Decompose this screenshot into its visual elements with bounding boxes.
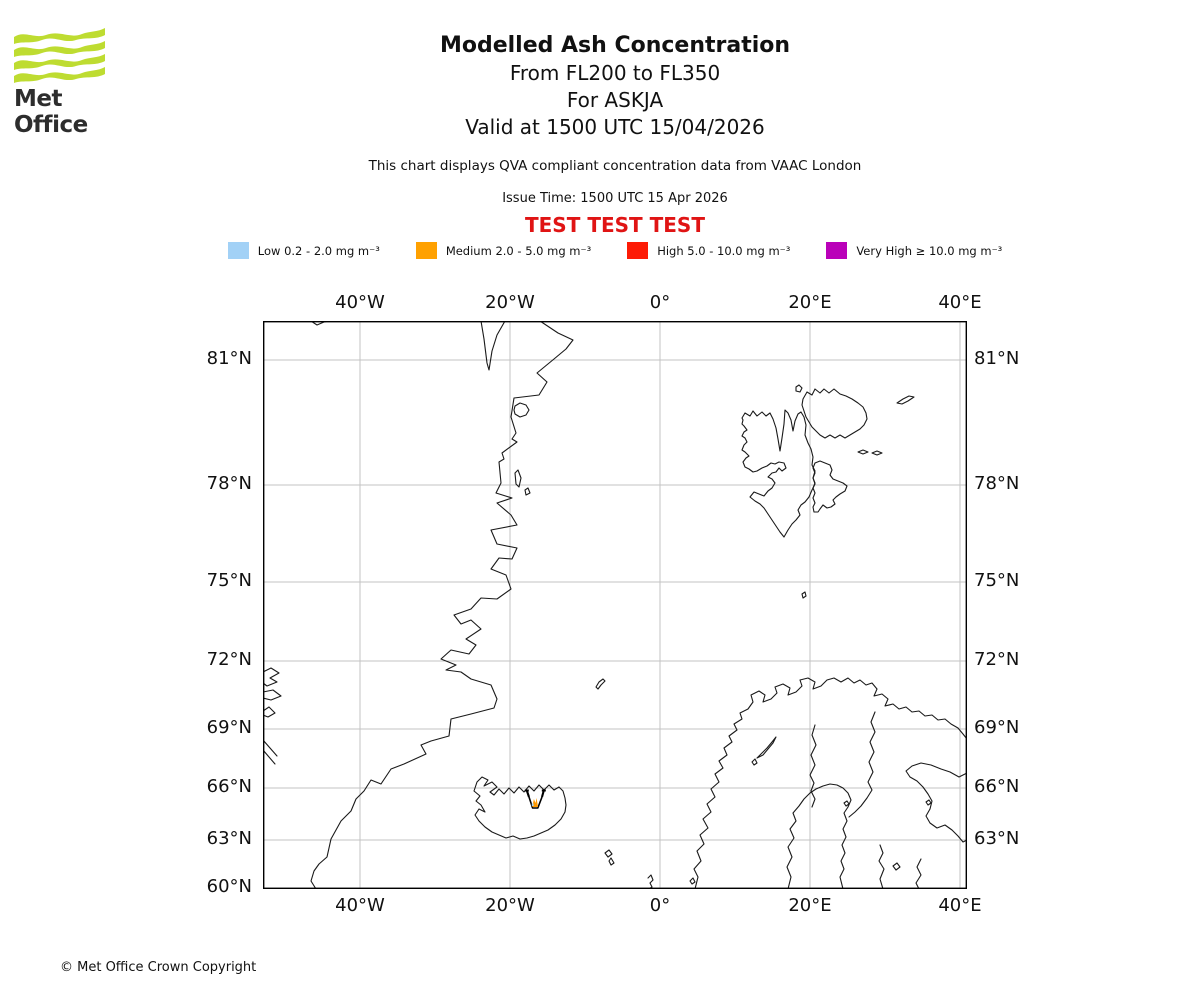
met-office-logo: Met Office	[14, 28, 134, 138]
volcano-flame	[532, 798, 538, 807]
qva-subtitle: This chart displays QVA compliant concen…	[368, 158, 862, 174]
issue-time: Issue Time: 1500 UTC 15 Apr 2026	[502, 191, 728, 206]
coastline-lofoten	[756, 736, 777, 759]
legend-color-patch	[227, 242, 249, 259]
title-block: Modelled Ash Concentration From FL200 to…	[263, 31, 967, 141]
coastline-spitsbergen	[741, 409, 816, 538]
coastline-gulf-of-bothnia	[786, 783, 852, 889]
tick-label: 0°	[649, 895, 671, 916]
legend-label: Low 0.2 - 2.0 mg m⁻³	[257, 243, 380, 258]
coastline-norway-south-islet	[689, 877, 696, 885]
legend-item: Medium 2.0 - 5.0 mg m⁻³	[415, 242, 592, 259]
volcano-name-line: For ASKJA	[566, 88, 664, 112]
map-border	[263, 321, 967, 889]
tick-label: 75°N	[974, 570, 1020, 591]
tick-label: 20°E	[788, 895, 832, 916]
coastline-layer	[263, 321, 967, 889]
map-canvas	[263, 321, 967, 889]
met-office-logo-text: Met Office	[14, 86, 88, 138]
coastline-bear-island	[801, 591, 807, 599]
coastline-kong-karls-land-2	[871, 450, 883, 456]
chart-title: Modelled Ash Concentration	[439, 33, 791, 58]
tick-label: 75°N	[206, 570, 252, 591]
tick-label: 20°W	[485, 895, 535, 916]
coastline-karelia-line-1	[878, 844, 885, 889]
coastline-greenland-west-inlet-1	[263, 667, 280, 687]
coastline-greenland-west-inlet-2	[263, 689, 282, 701]
volcano-flame-blue-dot	[531, 803, 534, 806]
tick-label: 40°E	[938, 895, 982, 916]
coastline-kvitoya	[896, 395, 915, 405]
tick-label: 60°N	[206, 876, 252, 897]
legend-item: Low 0.2 - 2.0 mg m⁻³	[227, 242, 380, 259]
tick-label: 66°N	[206, 776, 252, 797]
tick-label: 72°N	[974, 649, 1020, 670]
coastline-greenland-islet-1	[514, 469, 522, 488]
legend-item: High 5.0 - 10.0 mg m⁻³	[627, 242, 790, 259]
tick-label: 40°W	[335, 292, 385, 313]
legend-color-patch	[826, 242, 848, 259]
coastline-greenland-north-fjord	[480, 321, 506, 371]
coastline-greenland-west-inlet-3	[263, 706, 276, 718]
coastline-karelia-lake	[892, 862, 901, 871]
coastline-greenland-west-stroke-1	[263, 739, 278, 757]
coastline-norway-coast	[693, 677, 967, 889]
tick-label: 66°N	[974, 776, 1020, 797]
tick-label: 40°E	[938, 292, 982, 313]
coastline-greenland-east-coast	[310, 321, 574, 889]
tick-label: 72°N	[206, 649, 252, 670]
tick-label: 63°N	[206, 828, 252, 849]
tick-label: 81°N	[206, 348, 252, 369]
coastline-greenland-island	[513, 402, 530, 418]
coastline-greenland-west-stroke-2	[263, 749, 276, 765]
coastline-white-sea	[905, 762, 967, 843]
concentration-legend: Low 0.2 - 2.0 mg m⁻³ Medium 2.0 - 5.0 mg …	[227, 242, 1002, 259]
coastline-faroe-islands-2	[608, 857, 615, 866]
tick-label: 0°	[649, 292, 671, 313]
tick-label: 69°N	[206, 717, 252, 738]
flight-level-range: From FL200 to FL350	[509, 61, 721, 85]
coastline-shetland	[647, 874, 654, 889]
coastline-jan-mayen	[595, 678, 606, 690]
legend-label: Medium 2.0 - 5.0 mg m⁻³	[445, 243, 592, 258]
coastline-svalbard-islet	[795, 384, 803, 393]
tick-label: 40°W	[335, 895, 385, 916]
legend-color-patch	[627, 242, 649, 259]
volcano-marker-askja	[524, 789, 546, 809]
coastline-white-sea-lake	[925, 799, 932, 806]
legend-label: High 5.0 - 10.0 mg m⁻³	[657, 243, 791, 258]
volcano-eruption-arms	[524, 789, 546, 798]
legend-item: Very High ≥ 10.0 mg m⁻³	[826, 242, 1002, 259]
coastline-karelia-line-2	[915, 858, 922, 889]
coastline-kong-karls-land-1	[857, 449, 869, 455]
valid-time-line: Valid at 1500 UTC 15/04/2026	[465, 115, 765, 139]
coastline-bothnia-islet	[843, 800, 850, 807]
coastline-nordaustlandet	[801, 388, 868, 439]
coastline-iceland	[473, 776, 567, 840]
legend-color-patch	[415, 242, 437, 259]
coastline-lofoten-islet	[751, 758, 758, 766]
coastline-border-line-east	[848, 711, 876, 818]
coastline-faroe-islands-1	[604, 849, 613, 858]
met-office-logo-waves	[14, 28, 105, 83]
tick-label: 63°N	[974, 828, 1020, 849]
copyright-footer: © Met Office Crown Copyright	[60, 960, 257, 975]
test-banner: TEST TEST TEST	[525, 213, 705, 237]
map-frame	[263, 321, 967, 889]
legend-label: Very High ≥ 10.0 mg m⁻³	[856, 243, 1003, 258]
coastline-greenland-islet-2	[524, 487, 531, 496]
tick-label: 81°N	[974, 348, 1020, 369]
tick-label: 78°N	[974, 473, 1020, 494]
coastline-edgeoya	[812, 460, 848, 513]
tick-label: 69°N	[974, 717, 1020, 738]
tick-label: 78°N	[206, 473, 252, 494]
coastline-border-line-west	[809, 724, 817, 808]
tick-label: 20°E	[788, 292, 832, 313]
tick-label: 20°W	[485, 292, 535, 313]
